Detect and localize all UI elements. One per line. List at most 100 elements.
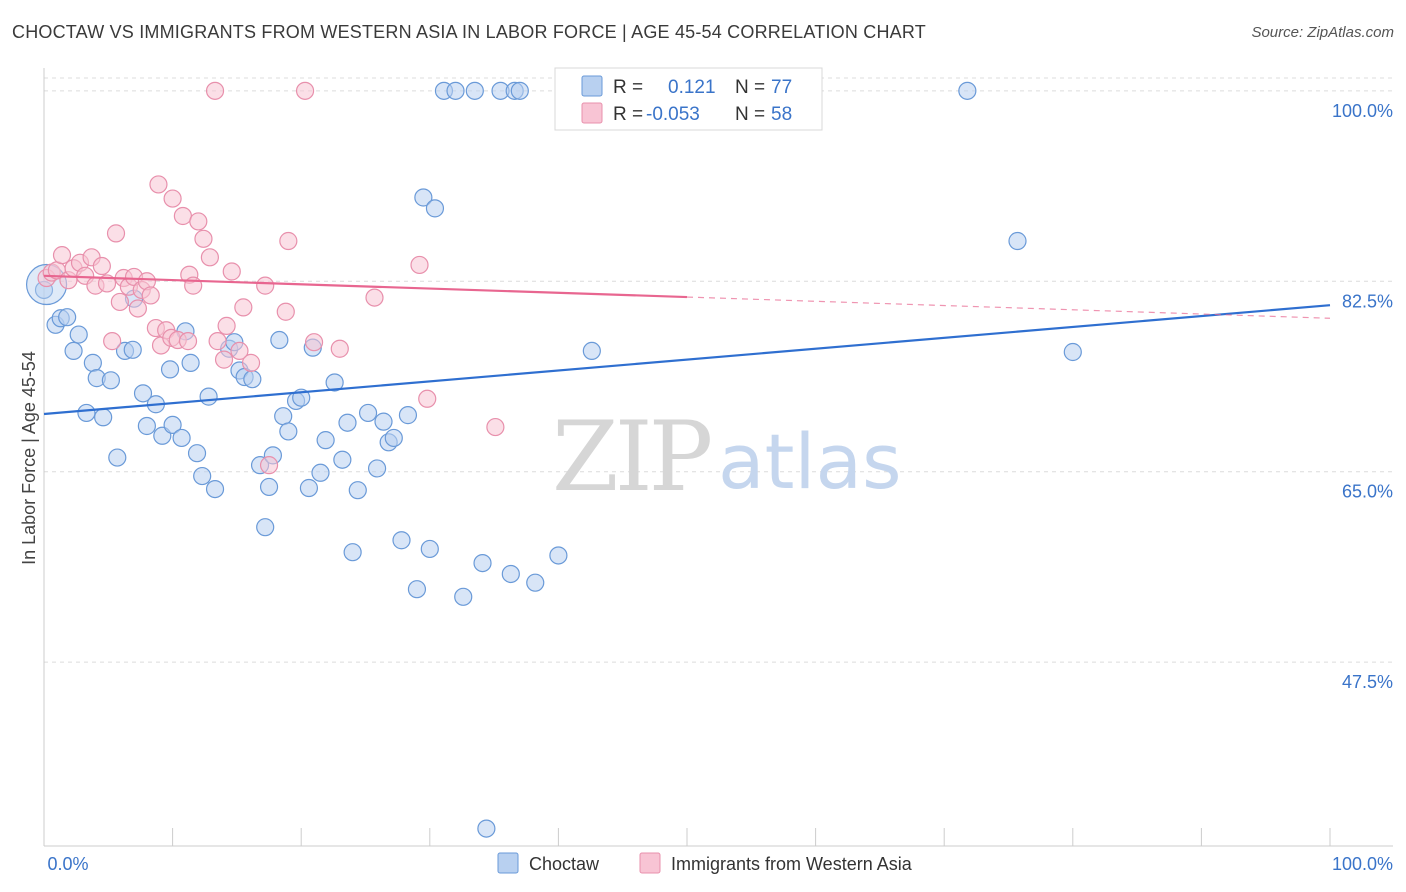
choctaw-point <box>454 587 473 606</box>
immigrants-point <box>205 81 225 100</box>
immigrants-point <box>276 302 295 321</box>
stats-legend-box: R = 0.121 N = 77 R = -0.053 N = 58 <box>554 67 823 131</box>
watermark: ZIP atlas <box>552 401 902 513</box>
choctaw-point <box>473 553 492 573</box>
choctaw-point <box>425 199 445 218</box>
stats-swatch-choctaw <box>581 75 603 97</box>
choctaw-point <box>407 580 427 599</box>
immigrants-point <box>200 248 219 267</box>
choctaw-point <box>582 341 601 361</box>
choctaw-point <box>205 479 225 499</box>
choctaw-point <box>348 481 367 500</box>
immigrants-point <box>194 229 213 248</box>
immigrants-point <box>173 206 192 226</box>
choctaw-point <box>199 387 218 406</box>
choctaw-point <box>477 819 496 838</box>
watermark-atlas: atlas <box>718 417 902 506</box>
immigrants-point <box>128 299 147 318</box>
choctaw-point <box>259 477 279 497</box>
immigrants-point <box>418 389 437 408</box>
immigrants-trend-line <box>43 274 688 299</box>
stats-n-label-immigrants: N = <box>735 104 765 125</box>
axes <box>43 68 1393 847</box>
choctaw-point <box>193 466 212 486</box>
y-tick-label: 47.5% <box>1342 672 1393 692</box>
choctaw-point <box>311 463 330 482</box>
stats-r-label-immigrants: R = <box>613 104 643 125</box>
choctaw-point <box>392 531 411 550</box>
stats-n-value-choctaw: 77 <box>771 77 792 98</box>
choctaw-point <box>256 518 275 537</box>
y-tick-labels: 47.5% 65.0% 82.5% 100.0% <box>1332 101 1393 692</box>
choctaw-point <box>367 459 387 478</box>
y-axis-label: In Labor Force | Age 45-54 <box>19 351 39 565</box>
choctaw-point <box>172 428 191 448</box>
choctaw-point <box>316 431 335 450</box>
immigrants-point <box>295 81 315 100</box>
choctaw-point <box>343 543 362 562</box>
legend-swatch-choctaw <box>497 852 519 874</box>
immigrants-point <box>230 341 249 361</box>
immigrants-point <box>365 288 384 307</box>
legend-label-choctaw: Choctaw <box>529 854 600 874</box>
immigrants-point <box>256 276 275 295</box>
choctaw-point <box>64 341 83 361</box>
immigrants-point <box>241 353 261 372</box>
stats-n-value-immigrants: 58 <box>771 104 792 125</box>
immigrants-point <box>189 212 208 231</box>
choctaw-point <box>181 353 200 372</box>
choctaw-point <box>338 413 357 432</box>
choctaw-point <box>187 444 207 463</box>
stats-swatch-immigrants <box>581 102 603 124</box>
stats-r-label-choctaw: R = <box>613 77 643 98</box>
stats-r-value-choctaw: 0.121 <box>668 77 716 98</box>
immigrants-point <box>141 286 160 305</box>
bottom-legend: Choctaw Immigrants from Western Asia <box>497 852 913 874</box>
immigrants-point <box>234 298 253 317</box>
choctaw-point <box>270 330 289 350</box>
source-credit: Source: ZipAtlas.com <box>1251 24 1394 41</box>
immigrants-point <box>222 262 241 281</box>
stats-r-value-immigrants: -0.053 <box>646 104 700 125</box>
stats-n-label-choctaw: N = <box>735 77 765 98</box>
choctaw-point <box>446 81 465 100</box>
immigrants-point <box>178 332 198 351</box>
immigrants-point <box>410 255 429 275</box>
choctaw-point <box>1063 342 1082 362</box>
immigrants-point <box>214 350 234 369</box>
choctaw-point <box>58 308 77 327</box>
x-tick-label: 100.0% <box>1332 854 1393 874</box>
choctaw-point <box>83 353 102 372</box>
choctaw-point <box>958 81 977 100</box>
immigrants-point <box>149 175 168 194</box>
x-tick-labels: 0.0% 100.0% <box>47 854 1393 874</box>
choctaw-point <box>163 415 182 435</box>
trend-lines <box>43 274 1331 416</box>
immigrants-trend-line-extension <box>686 296 1331 319</box>
immigrants-point <box>279 231 298 251</box>
x-tick-label: 0.0% <box>47 854 88 874</box>
choctaw-point <box>414 188 433 207</box>
choctaw-point <box>133 384 153 403</box>
choctaw-point <box>1008 231 1027 251</box>
immigrants-point <box>97 274 117 293</box>
choctaw-point <box>137 416 156 436</box>
immigrants-point <box>103 332 122 351</box>
choctaw-point <box>501 564 520 584</box>
choctaw-point <box>510 81 529 100</box>
choctaw-point <box>101 371 120 390</box>
choctaw-point <box>274 407 293 426</box>
choctaw-point <box>374 412 393 431</box>
choctaw-point <box>549 546 568 565</box>
choctaw-point <box>243 370 262 389</box>
immigrants-point <box>259 456 279 475</box>
legend-swatch-immigrants <box>639 852 661 874</box>
choctaw-point <box>420 539 439 559</box>
choctaw-point <box>160 360 180 379</box>
immigrants-point <box>486 417 505 437</box>
choctaw-point <box>333 450 352 469</box>
choctaw-point <box>398 406 418 425</box>
immigrants-point <box>163 189 182 208</box>
y-tick-label: 100.0% <box>1332 101 1393 121</box>
